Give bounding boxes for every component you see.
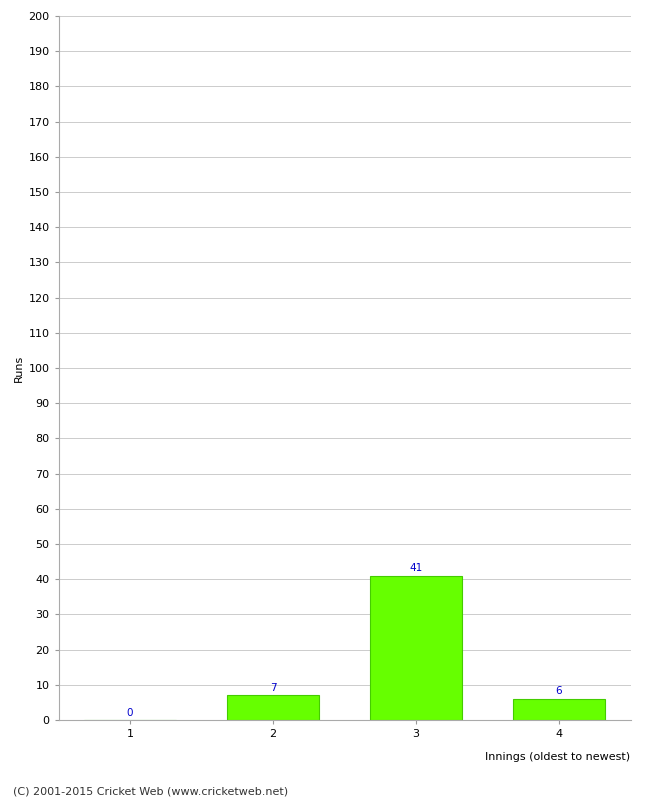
Bar xyxy=(369,576,462,720)
Text: 41: 41 xyxy=(410,563,422,573)
Bar xyxy=(512,699,605,720)
Bar xyxy=(227,695,320,720)
Y-axis label: Runs: Runs xyxy=(14,354,24,382)
Text: (C) 2001-2015 Cricket Web (www.cricketweb.net): (C) 2001-2015 Cricket Web (www.cricketwe… xyxy=(13,786,288,796)
Text: 7: 7 xyxy=(270,682,276,693)
Text: 6: 6 xyxy=(556,686,562,696)
X-axis label: Innings (oldest to newest): Innings (oldest to newest) xyxy=(486,752,630,762)
Text: 0: 0 xyxy=(127,708,133,718)
